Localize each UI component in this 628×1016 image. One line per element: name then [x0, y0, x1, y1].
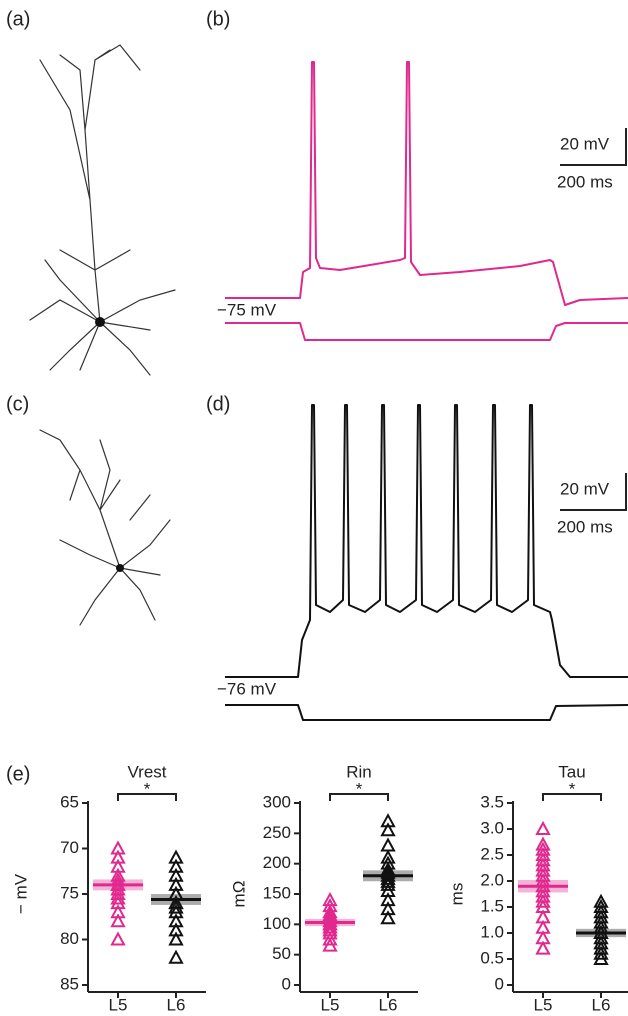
voltage-trace — [225, 322, 628, 341]
data-point — [535, 930, 551, 945]
y-tick-label: 3.5 — [480, 792, 504, 811]
data-point — [380, 864, 396, 879]
x-tick-label: L6 — [379, 995, 398, 1014]
significance-bracket — [542, 793, 602, 801]
data-point — [110, 913, 126, 928]
data-point — [380, 849, 396, 864]
significance-label: * — [144, 779, 151, 798]
data-point — [322, 891, 338, 907]
panel-label: (b) — [206, 8, 230, 30]
voltage-trace — [225, 704, 628, 721]
data-point — [110, 931, 126, 946]
data-point — [380, 901, 396, 916]
y-axis-label: − mV — [11, 873, 30, 914]
data-point — [168, 931, 184, 946]
x-tick-label: L5 — [109, 995, 128, 1014]
data-point — [322, 907, 338, 922]
x-tick-label: L6 — [167, 995, 186, 1014]
scale-bar — [560, 473, 627, 511]
scale-label: 200 ms — [557, 172, 613, 191]
data-point — [535, 940, 551, 955]
y-tick-label: 150 — [263, 883, 291, 902]
data-point — [380, 837, 396, 852]
voltage-trace — [225, 61, 628, 306]
panel-label: (d) — [206, 393, 230, 415]
chart-title: Rin — [346, 762, 372, 781]
y-tick-label: 0 — [495, 974, 504, 993]
y-tick-label: 300 — [263, 792, 291, 811]
panel-label: (c) — [6, 393, 29, 415]
data-point — [535, 820, 551, 835]
y-axis-label: mΩ — [229, 881, 248, 908]
scale-label: 200 ms — [557, 517, 613, 536]
data-point — [380, 813, 396, 828]
neuron-image — [39, 429, 171, 626]
significance-label: * — [356, 779, 363, 798]
baseline-label: −76 mV — [217, 679, 277, 698]
y-tick-label: 250 — [263, 823, 291, 842]
y-tick-label: 0.5 — [480, 948, 504, 967]
y-tick-label: 200 — [263, 853, 291, 872]
x-tick-label: L5 — [534, 995, 553, 1014]
y-tick-label: 1.0 — [480, 922, 504, 941]
data-point — [110, 890, 126, 905]
x-tick-label: L6 — [592, 995, 611, 1014]
y-tick-label: 85 — [60, 974, 79, 993]
data-point — [380, 910, 396, 925]
y-tick-label: 1.5 — [480, 896, 504, 915]
y-axis-label: ms — [447, 883, 466, 906]
y-tick-label: 3.0 — [480, 818, 504, 837]
baseline-label: −75 mV — [217, 300, 277, 319]
data-point — [535, 909, 551, 924]
voltage-trace — [225, 404, 628, 678]
data-point — [168, 949, 184, 964]
significance-label: * — [569, 779, 576, 798]
y-tick-label: 50 — [272, 944, 291, 963]
panel-label: (a) — [6, 8, 30, 30]
y-tick-label: 75 — [60, 883, 79, 902]
x-tick-label: L5 — [321, 995, 340, 1014]
data-point — [535, 919, 551, 934]
chart-title: Vrest — [127, 762, 166, 781]
scale-label: 20 mV — [560, 479, 610, 498]
y-tick-label: 100 — [263, 914, 291, 933]
y-tick-label: 0 — [282, 974, 291, 993]
scale-bar — [560, 128, 627, 166]
data-point — [593, 893, 609, 908]
y-tick-label: 65 — [60, 792, 79, 811]
chart-title: Tau — [558, 762, 585, 781]
scale-label: 20 mV — [560, 134, 610, 153]
data-point — [168, 899, 184, 914]
y-tick-label: 2.0 — [480, 870, 504, 889]
y-tick-label: 70 — [60, 838, 79, 857]
y-tick-label: 80 — [60, 929, 79, 948]
significance-bracket — [329, 793, 389, 801]
y-tick-label: 2.5 — [480, 844, 504, 863]
neuron-image — [29, 44, 176, 376]
significance-bracket — [117, 793, 177, 801]
data-point — [380, 822, 396, 837]
data-point — [535, 836, 551, 851]
panel-label: (e) — [6, 763, 30, 785]
data-point — [380, 891, 396, 907]
